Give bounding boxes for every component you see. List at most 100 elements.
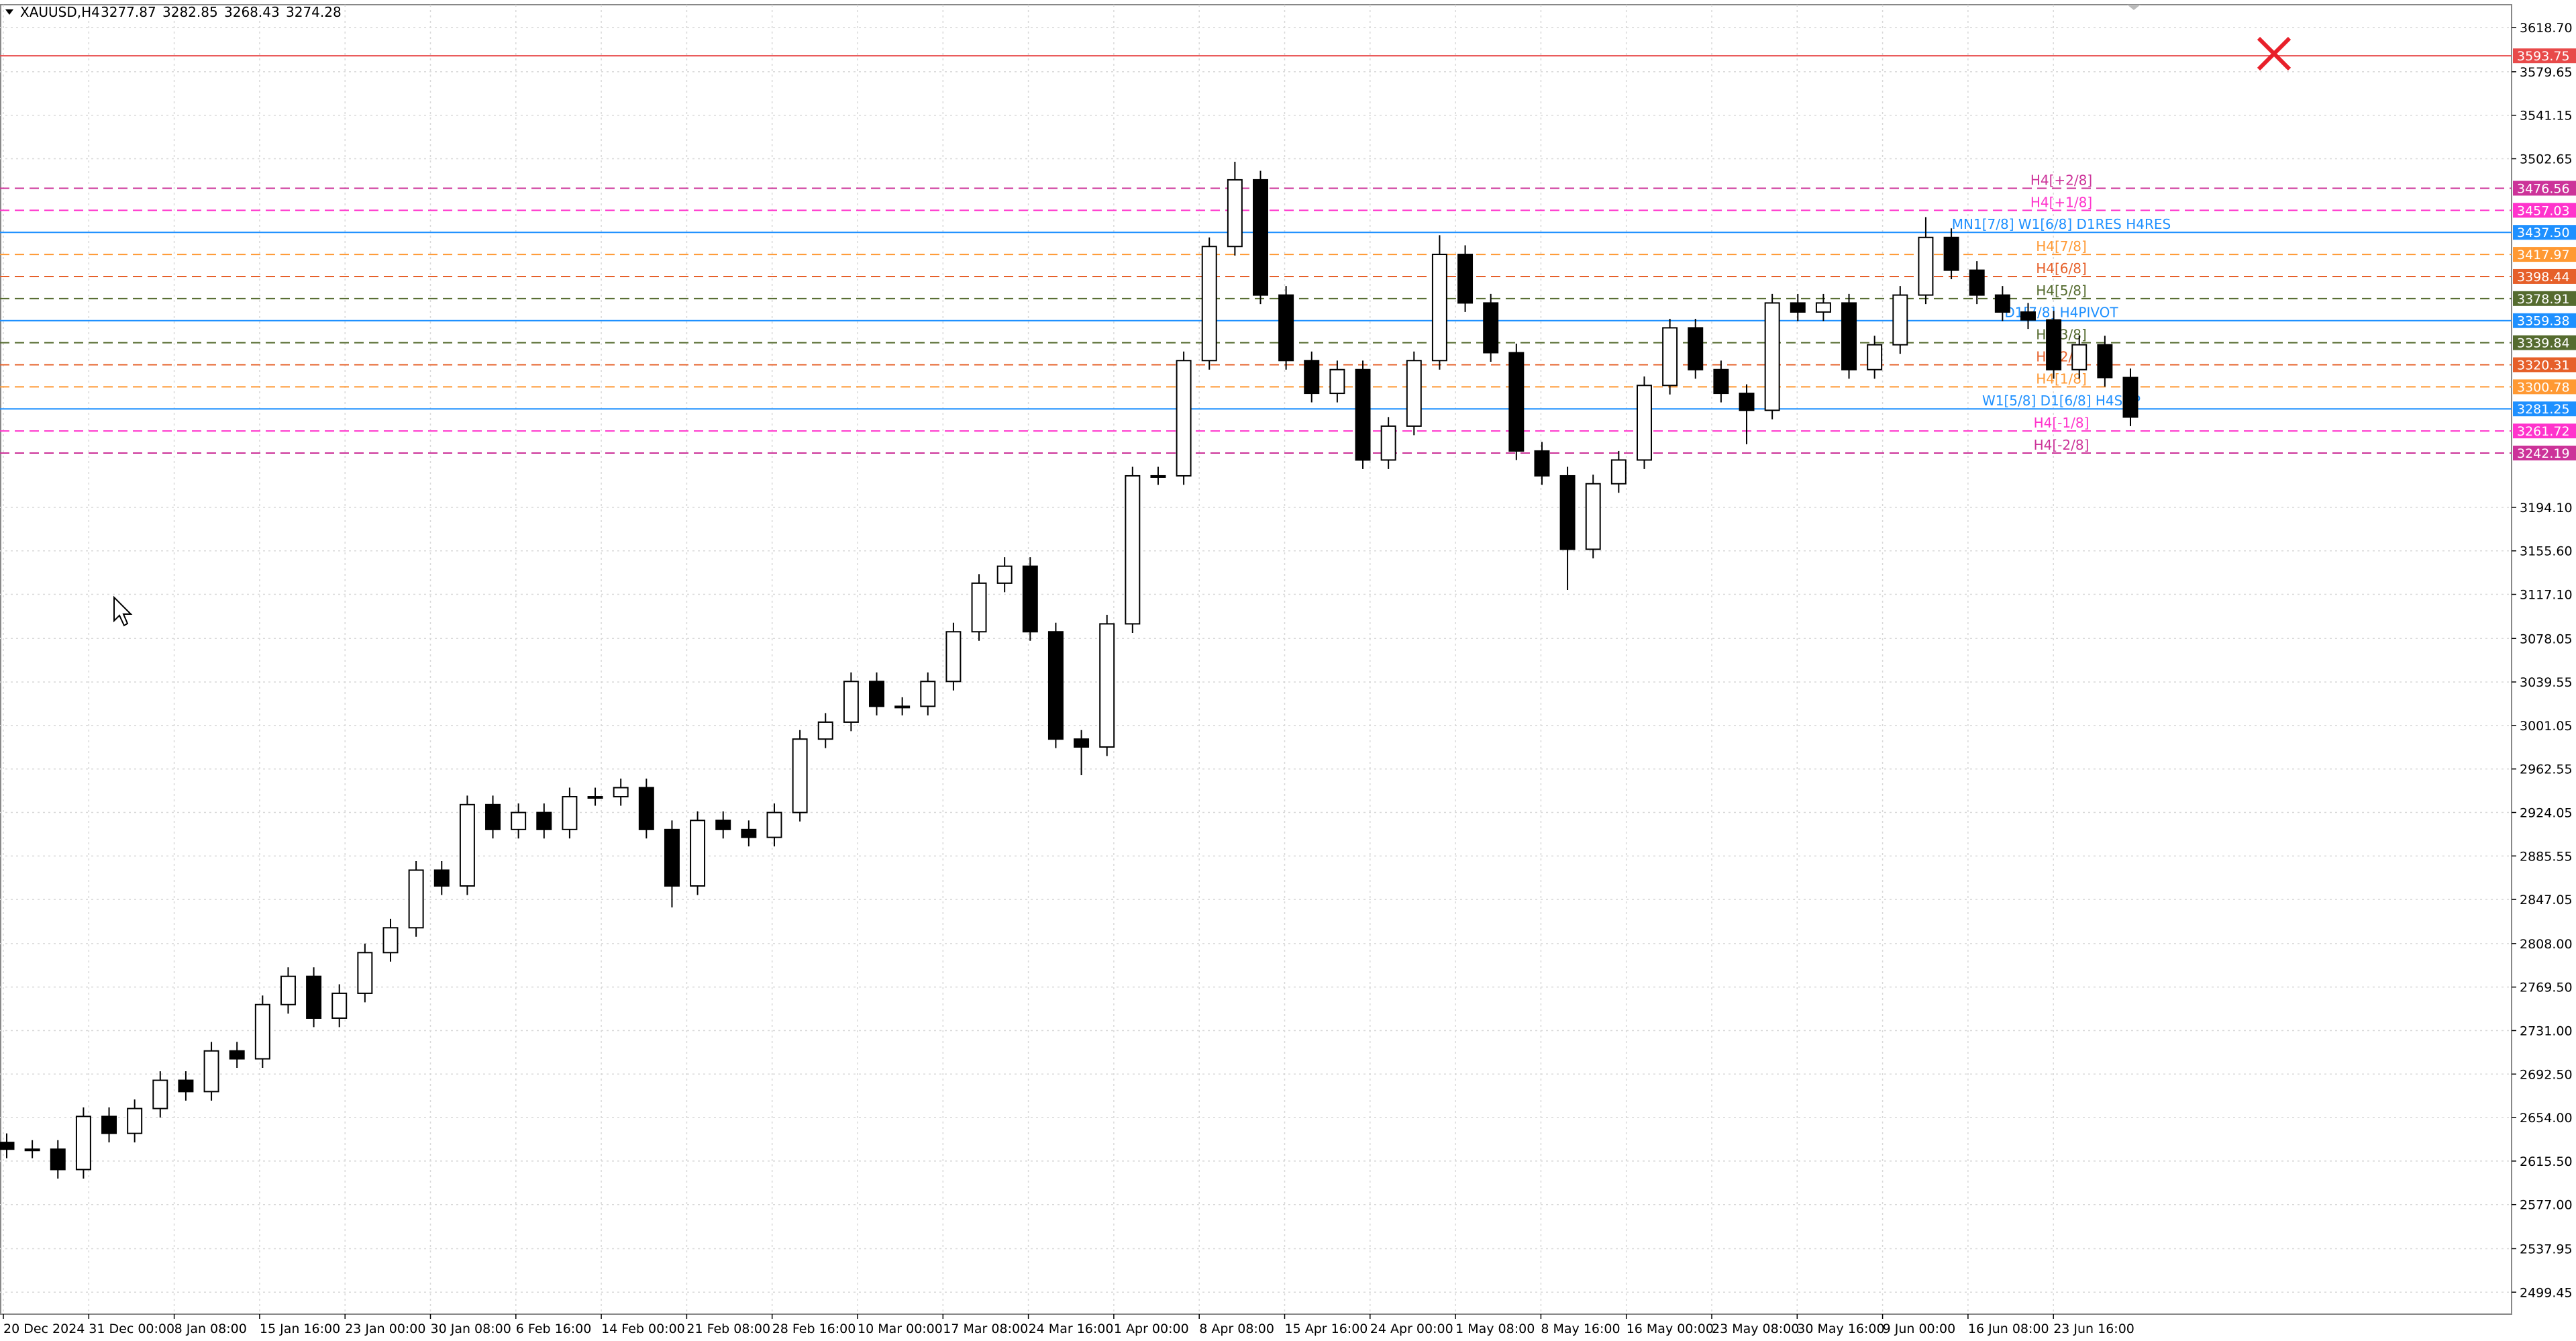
x-tick-label: 30 May 16:00 xyxy=(1797,1322,1884,1336)
candle-body xyxy=(1329,368,1345,395)
candle-body xyxy=(331,992,348,1019)
level-price: 3398.44 xyxy=(2517,270,2570,285)
candle-body xyxy=(1431,254,1447,362)
candle-body xyxy=(1918,236,1934,296)
candle-body xyxy=(1994,294,2010,313)
x-tick-label: 10 Mar 00:00 xyxy=(858,1322,943,1336)
header-value: 3274.28 xyxy=(286,4,342,20)
candle-body xyxy=(1585,483,1601,550)
x-tick-label: 8 May 16:00 xyxy=(1541,1322,1620,1336)
candle-body xyxy=(101,1115,117,1134)
candle-body xyxy=(1610,459,1627,485)
grid xyxy=(0,5,2512,1314)
candle-body xyxy=(1022,565,1038,633)
level-price-box xyxy=(2513,48,2576,64)
candles xyxy=(0,161,2139,1179)
x-tick-label: 16 Jun 08:00 xyxy=(1968,1322,2049,1336)
level-price: 3242.19 xyxy=(2517,446,2570,461)
candle-body xyxy=(2097,344,2113,379)
scroll-marker xyxy=(2127,5,2141,10)
level-name: H4[+2/8] xyxy=(2030,172,2092,188)
candle-body xyxy=(1483,302,1499,354)
candle-body xyxy=(1278,294,1294,362)
level-price-box xyxy=(2513,247,2576,262)
y-tick-label: 2692.50 xyxy=(2520,1067,2573,1082)
level-price: 3476.56 xyxy=(2517,181,2570,196)
candle-body xyxy=(1150,475,1166,478)
candle-body xyxy=(1713,368,1729,395)
x-tick-label: 8 Jan 08:00 xyxy=(174,1322,247,1336)
candle-body xyxy=(1047,631,1064,740)
candle-body xyxy=(1815,302,1831,313)
candle-body xyxy=(741,828,757,838)
candle-body xyxy=(1508,352,1525,452)
candle-body xyxy=(254,1003,270,1060)
level-price-box xyxy=(2513,181,2576,196)
y-tick-label: 3001.05 xyxy=(2520,719,2573,734)
y-tick-label: 2615.50 xyxy=(2520,1154,2573,1169)
y-tick-label: 2962.55 xyxy=(2520,762,2573,777)
x-tick-label: 1 Apr 00:00 xyxy=(1114,1322,1189,1336)
candle-body xyxy=(1406,360,1422,427)
plot-frame xyxy=(0,4,2512,1315)
candle-body xyxy=(690,820,706,887)
candle-body xyxy=(408,869,424,929)
candle-body xyxy=(2122,377,2139,418)
x-tick-label: 23 May 08:00 xyxy=(1712,1322,1799,1336)
level-price-box xyxy=(2513,268,2576,284)
level-name: H4[-1/8] xyxy=(2034,415,2090,431)
candle-body xyxy=(1739,393,1755,411)
candle-body xyxy=(971,582,987,633)
candle-body xyxy=(1662,327,1678,387)
candle-body xyxy=(1253,179,1268,296)
candle-body xyxy=(1790,302,1806,313)
candle-body xyxy=(1355,368,1371,461)
candle-body xyxy=(766,811,782,838)
candle-body xyxy=(817,721,833,740)
header-values: 3277.87 3282.85 3268.43 3274.28 xyxy=(101,4,342,20)
level-name: H4[-2/8] xyxy=(2034,437,2090,453)
candle-body xyxy=(485,803,501,830)
level-price: 3593.75 xyxy=(2517,49,2570,64)
candle-body xyxy=(459,803,475,887)
axes: 3618.70 3579.65 3541.15 3502.65 3194.10 3155.… xyxy=(3,21,2576,1336)
candle-body xyxy=(1099,623,1115,748)
x-tick-label: 1 May 08:00 xyxy=(1455,1322,1535,1336)
mouse-cursor xyxy=(113,595,133,627)
level-price-box xyxy=(2513,424,2576,439)
close-marker xyxy=(2257,36,2291,71)
y-tick-label: 3078.05 xyxy=(2520,632,2573,646)
candle-body xyxy=(792,738,808,813)
cross-line xyxy=(2257,36,2291,71)
candle-body xyxy=(1125,475,1141,625)
candle-body xyxy=(357,952,373,994)
level-price: 3378.91 xyxy=(2517,292,2570,307)
y-tick-label: 3579.65 xyxy=(2520,65,2573,80)
candle-body xyxy=(843,681,859,723)
x-tick-label: 28 Feb 16:00 xyxy=(772,1322,856,1336)
level-name: H4[+1/8] xyxy=(2030,194,2092,210)
candle-body xyxy=(869,681,884,707)
x-tick-label: 14 Feb 00:00 xyxy=(601,1322,685,1336)
candle-body xyxy=(1969,269,1985,296)
y-tick-label: 3541.15 xyxy=(2520,109,2573,123)
x-tick-label: 23 Jun 16:00 xyxy=(2053,1322,2134,1336)
y-tick-label: 2924.05 xyxy=(2520,806,2573,821)
candle-body xyxy=(1201,246,1217,362)
y-tick-label: 3039.55 xyxy=(2520,675,2573,690)
level-price-box xyxy=(2513,225,2576,240)
x-tick-label: 6 Feb 16:00 xyxy=(516,1322,592,1336)
candle-body xyxy=(433,869,450,887)
level-name: W1[5/8] D1[6/8] H4SUP xyxy=(1982,393,2141,409)
y-tick-label: 3155.60 xyxy=(2520,544,2573,559)
candle-body xyxy=(1227,179,1243,248)
candle-body xyxy=(203,1050,219,1093)
candle-body xyxy=(1176,360,1192,477)
level-price: 3281.25 xyxy=(2517,402,2570,417)
header-value: 3282.85 xyxy=(162,4,218,20)
menu-arrow[interactable] xyxy=(5,9,13,15)
x-tick-label: 15 Jan 16:00 xyxy=(260,1322,340,1336)
level-price-box xyxy=(2513,357,2576,372)
